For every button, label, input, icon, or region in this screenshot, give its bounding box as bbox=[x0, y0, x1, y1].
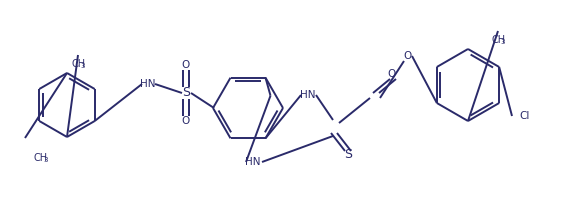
Text: 3: 3 bbox=[500, 39, 505, 44]
Text: CH: CH bbox=[71, 59, 85, 69]
Text: 3: 3 bbox=[80, 62, 84, 68]
Text: 3: 3 bbox=[43, 157, 48, 162]
Text: Cl: Cl bbox=[519, 111, 530, 121]
Text: O: O bbox=[404, 51, 412, 61]
Text: HN: HN bbox=[246, 157, 261, 167]
Text: O: O bbox=[388, 69, 396, 79]
Text: S: S bbox=[182, 86, 190, 100]
Text: CH: CH bbox=[34, 153, 48, 163]
Text: O: O bbox=[182, 116, 190, 126]
Text: O: O bbox=[182, 60, 190, 70]
Text: S: S bbox=[344, 148, 352, 162]
Text: HN: HN bbox=[301, 90, 316, 100]
Text: HN: HN bbox=[140, 79, 156, 89]
Text: CH: CH bbox=[491, 35, 505, 45]
